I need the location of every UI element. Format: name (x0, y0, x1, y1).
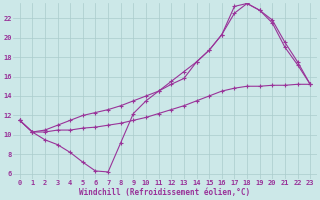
X-axis label: Windchill (Refroidissement éolien,°C): Windchill (Refroidissement éolien,°C) (79, 188, 251, 197)
